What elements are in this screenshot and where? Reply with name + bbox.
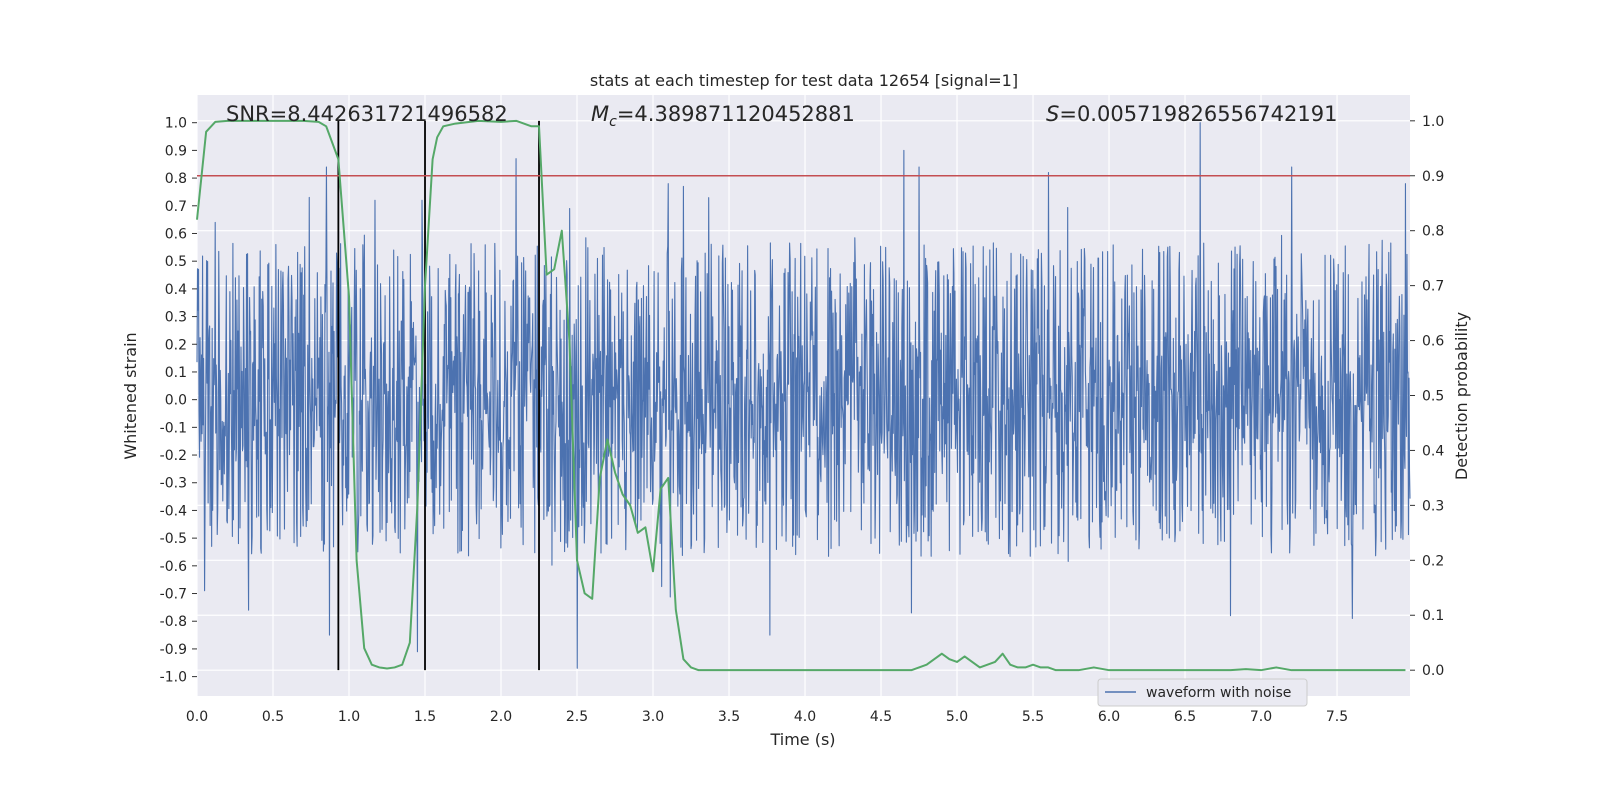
- detection-probability-line: [196, 119, 1406, 672]
- x-tick-labels: 0.0 0.5 1.0 1.5 2.0 2.5 3.0 3.5 4.0 4.5 5.0 5.5 6.0 6…: [186, 709, 1348, 725]
- y-tick-label: -0.6: [160, 559, 187, 575]
- vertical-markers: [337, 120, 540, 671]
- y2-tick-label: 0.5: [1422, 389, 1444, 405]
- y-tick-label: 0.2: [165, 337, 187, 353]
- waveform-with-noise-line: [196, 122, 1411, 669]
- y-tick-label: 0.8: [165, 171, 187, 187]
- x-tick-label: 5.0: [946, 709, 968, 725]
- y2-tick-label: 0.3: [1422, 498, 1444, 514]
- y2-tick-label: 0.7: [1422, 279, 1444, 295]
- y2-tick-label: 0.2: [1422, 553, 1444, 569]
- y-tick-label: 0.7: [165, 199, 187, 215]
- x-tick-label: 4.0: [794, 709, 816, 725]
- x-tick-label: 7.5: [1326, 709, 1348, 725]
- y2-tick-labels: 0.0 0.1 0.2 0.3 0.4 0.5 0.6 0.7 0.8 0.9 1.0: [1410, 114, 1444, 679]
- x-tick-label: 3.5: [718, 709, 740, 725]
- x-tick-label: 6.0: [1098, 709, 1120, 725]
- y-tick-label: -0.5: [160, 531, 187, 547]
- x-tick-label: 1.0: [338, 709, 360, 725]
- x-tick-label: 6.5: [1174, 709, 1196, 725]
- y2-axis-label: Detection probability: [1452, 312, 1471, 480]
- y-tick-label: -0.3: [160, 476, 187, 492]
- y-tick-label: -0.8: [160, 614, 187, 630]
- y-tick-label: -0.1: [160, 420, 187, 436]
- y-tick-label: -1.0: [160, 670, 187, 686]
- waveform-with-noise-series: [196, 122, 1411, 669]
- y2-tick-label: 0.6: [1422, 334, 1444, 350]
- mc-subscript: c: [609, 114, 617, 130]
- mc-value: =4.389871120452881: [617, 102, 855, 126]
- y-tick-label: 0.6: [165, 226, 187, 242]
- y-tick-label: 0.9: [165, 143, 187, 159]
- x-tick-label: 7.0: [1250, 709, 1272, 725]
- y-tick-label: 0.5: [165, 254, 187, 270]
- y-tick-label: -0.7: [160, 587, 187, 603]
- y2-tick-label: 0.1: [1422, 608, 1444, 624]
- x-tick-label: 2.5: [566, 709, 588, 725]
- legend-box: [1097, 678, 1308, 707]
- y-tick-label: -0.4: [160, 503, 187, 519]
- y2-tick-label: 0.9: [1422, 169, 1444, 185]
- x-tick-label: 3.0: [642, 709, 664, 725]
- y-tick-label: 1.0: [165, 116, 187, 132]
- x-tick-label: 5.5: [1022, 709, 1044, 725]
- y-tick-label: 0.1: [165, 365, 187, 381]
- legend-label: waveform with noise: [1146, 685, 1291, 701]
- y-tick-labels: 1.0 0.9 0.8 0.7 0.6 0.5 0.4 0.3 0.2 0.1 0.0 -0.1 -0.…: [160, 116, 197, 686]
- x-tick-label: 2.0: [490, 709, 512, 725]
- y-tick-label: 0.3: [165, 310, 187, 326]
- y-tick-label: -0.2: [160, 448, 187, 464]
- snr-annotation: SNR=8.442631721496582: [226, 102, 508, 126]
- s-symbol: S: [1046, 102, 1059, 126]
- y-axis-label: Whitened strain: [121, 332, 140, 459]
- x-axis-label: Time (s): [769, 730, 835, 749]
- y-tick-label: -0.9: [160, 642, 187, 658]
- y-tick-label: 0.0: [165, 393, 187, 409]
- y2-tick-label: 0.4: [1422, 443, 1444, 459]
- y2-tick-label: 0.0: [1422, 663, 1444, 679]
- mc-symbol: M: [591, 102, 609, 126]
- y2-tick-label: 0.8: [1422, 224, 1444, 240]
- y-tick-label: 0.4: [165, 282, 187, 298]
- x-tick-label: 4.5: [870, 709, 892, 725]
- chart-title: stats at each timestep for test data 126…: [590, 71, 1018, 90]
- s-annotation: S=0.005719826556742191: [1046, 102, 1337, 126]
- s-value: =0.005719826556742191: [1059, 102, 1337, 126]
- detection-probability-series: [196, 119, 1406, 672]
- y2-tick-label: 1.0: [1422, 114, 1444, 130]
- legend: waveform with noise: [1097, 678, 1308, 707]
- x-tick-label: 0.5: [262, 709, 284, 725]
- x-tick-label: 0.0: [186, 709, 208, 725]
- x-tick-label: 1.5: [414, 709, 436, 725]
- chirp-mass-annotation: Mc=4.389871120452881: [591, 102, 855, 130]
